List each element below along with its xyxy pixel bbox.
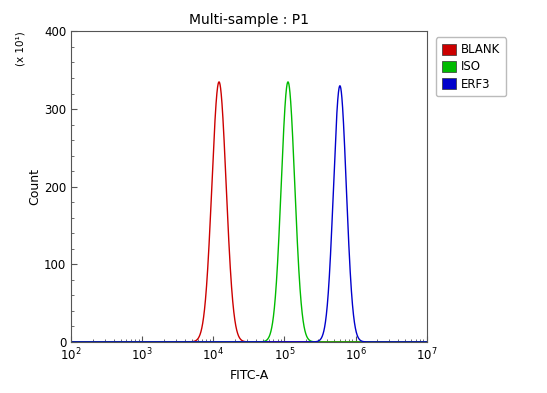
ISO — [284, 79, 291, 84]
ERF3 — [196, 340, 203, 344]
ISO — [86, 340, 92, 344]
Title: Multi-sample : P1: Multi-sample : P1 — [189, 13, 309, 28]
ISO — [68, 340, 74, 344]
ISO — [423, 340, 430, 344]
ERF3 — [423, 340, 430, 344]
BLANK — [68, 340, 74, 344]
ISO — [196, 340, 203, 344]
ERF3 — [331, 156, 338, 160]
BLANK — [294, 340, 300, 344]
X-axis label: FITC-A: FITC-A — [229, 369, 269, 382]
BLANK — [331, 340, 338, 344]
Line: BLANK: BLANK — [71, 82, 427, 342]
ERF3 — [351, 315, 357, 320]
BLANK — [351, 340, 357, 344]
ISO — [331, 340, 338, 344]
ISO — [278, 176, 285, 181]
BLANK — [196, 333, 203, 338]
ERF3 — [294, 340, 300, 344]
Y-axis label: Count: Count — [28, 168, 41, 205]
BLANK — [216, 79, 222, 84]
BLANK — [86, 340, 92, 344]
ERF3 — [68, 340, 74, 344]
ISO — [294, 233, 300, 238]
Line: ISO: ISO — [71, 82, 427, 342]
Text: (x 10¹): (x 10¹) — [16, 31, 26, 66]
ERF3 — [278, 340, 285, 344]
ERF3 — [336, 83, 343, 88]
BLANK — [278, 340, 285, 344]
BLANK — [423, 340, 430, 344]
Legend: BLANK, ISO, ERF3: BLANK, ISO, ERF3 — [436, 37, 506, 96]
ERF3 — [86, 340, 92, 344]
Line: ERF3: ERF3 — [71, 86, 427, 342]
ISO — [351, 340, 357, 344]
